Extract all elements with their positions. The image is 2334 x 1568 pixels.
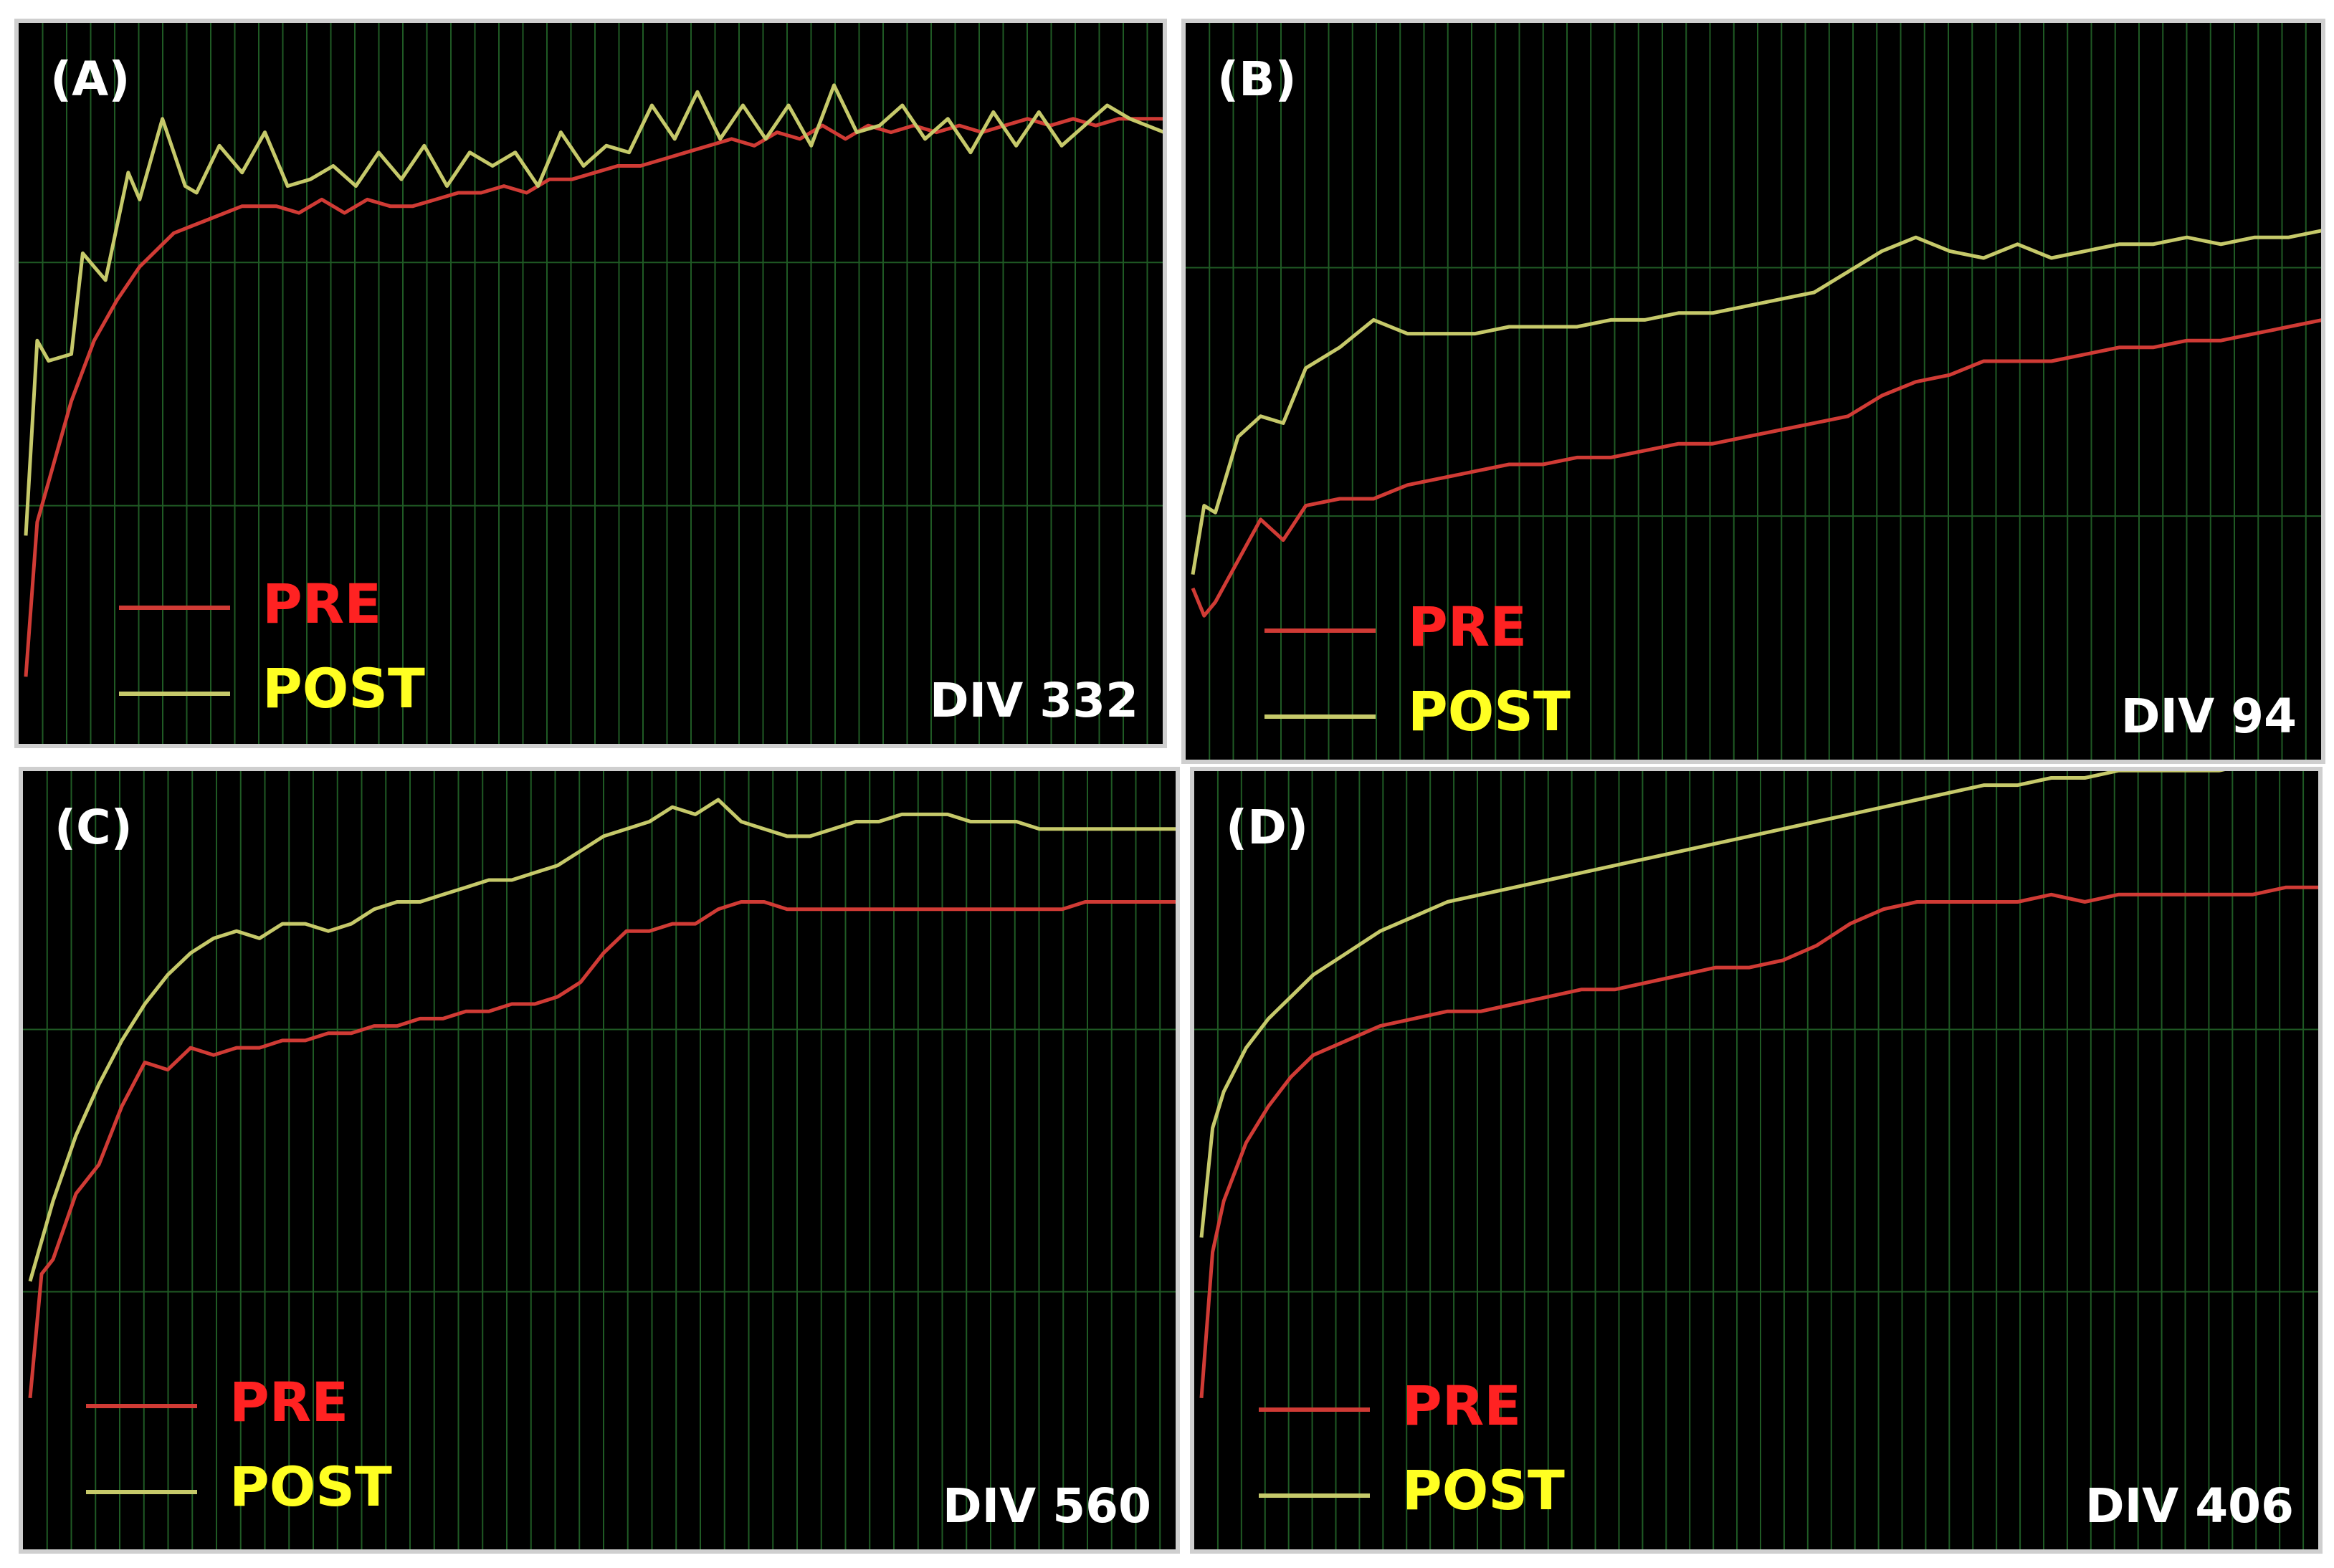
legend-pre-label: PRE xyxy=(262,572,382,636)
panel-b: (B) PRE POST DIV 94 xyxy=(1181,19,2325,764)
panel-d-plot xyxy=(1194,771,2318,1549)
legend-pre-line xyxy=(119,606,230,610)
legend-post-label: POST xyxy=(229,1455,392,1519)
legend-pre-line xyxy=(86,1404,197,1408)
series-line-post xyxy=(1199,771,2226,1238)
panel-b-legend: PRE POST xyxy=(1264,587,1609,752)
legend-pre-line xyxy=(1259,1407,1370,1412)
legend-pre-label: PRE xyxy=(1408,595,1528,659)
panel-c-plot xyxy=(23,771,1176,1549)
panel-b-plot xyxy=(1186,23,2321,760)
series-line-post xyxy=(28,798,1176,1282)
panel-d-label: (D) xyxy=(1226,800,1309,855)
panel-c: (C) PRE POST DIV 560 xyxy=(19,767,1180,1554)
panel-d-div-label: DIV 406 xyxy=(2085,1478,2294,1534)
series-line-pre xyxy=(28,900,1176,1399)
panel-a-div-label: DIV 332 xyxy=(929,673,1138,728)
series-line-pre xyxy=(1199,885,2318,1398)
series-line-pre xyxy=(24,117,1163,677)
panel-c-legend: PRE POST xyxy=(86,1362,430,1527)
series-line-post xyxy=(24,83,1163,536)
legend-post-label: POST xyxy=(1402,1458,1565,1522)
panel-a-legend: PRE POST xyxy=(119,564,463,729)
panel-c-label: (C) xyxy=(54,800,133,855)
panel-d-legend: PRE POST xyxy=(1259,1366,1603,1531)
panel-b-label: (B) xyxy=(1217,52,1297,107)
panel-b-div-label: DIV 94 xyxy=(2120,689,2297,744)
legend-post-label: POST xyxy=(262,656,425,720)
legend-post-line xyxy=(86,1490,197,1494)
legend-pre-label: PRE xyxy=(1402,1374,1522,1438)
panel-a: (A) PRE POST DIV 332 xyxy=(14,19,1167,748)
legend-post-label: POST xyxy=(1408,679,1571,743)
legend-pre-label: PRE xyxy=(229,1370,349,1434)
panel-a-plot xyxy=(19,23,1163,744)
series-line-post xyxy=(1191,229,2321,575)
series-line-pre xyxy=(1191,318,2321,618)
panel-a-label: (A) xyxy=(50,52,130,107)
panel-c-div-label: DIV 560 xyxy=(942,1478,1151,1534)
legend-pre-line xyxy=(1264,628,1376,633)
legend-post-line xyxy=(1259,1493,1370,1498)
legend-post-line xyxy=(119,692,230,696)
legend-post-line xyxy=(1264,714,1376,719)
panel-d: (D) PRE POST DIV 406 xyxy=(1190,767,2323,1554)
